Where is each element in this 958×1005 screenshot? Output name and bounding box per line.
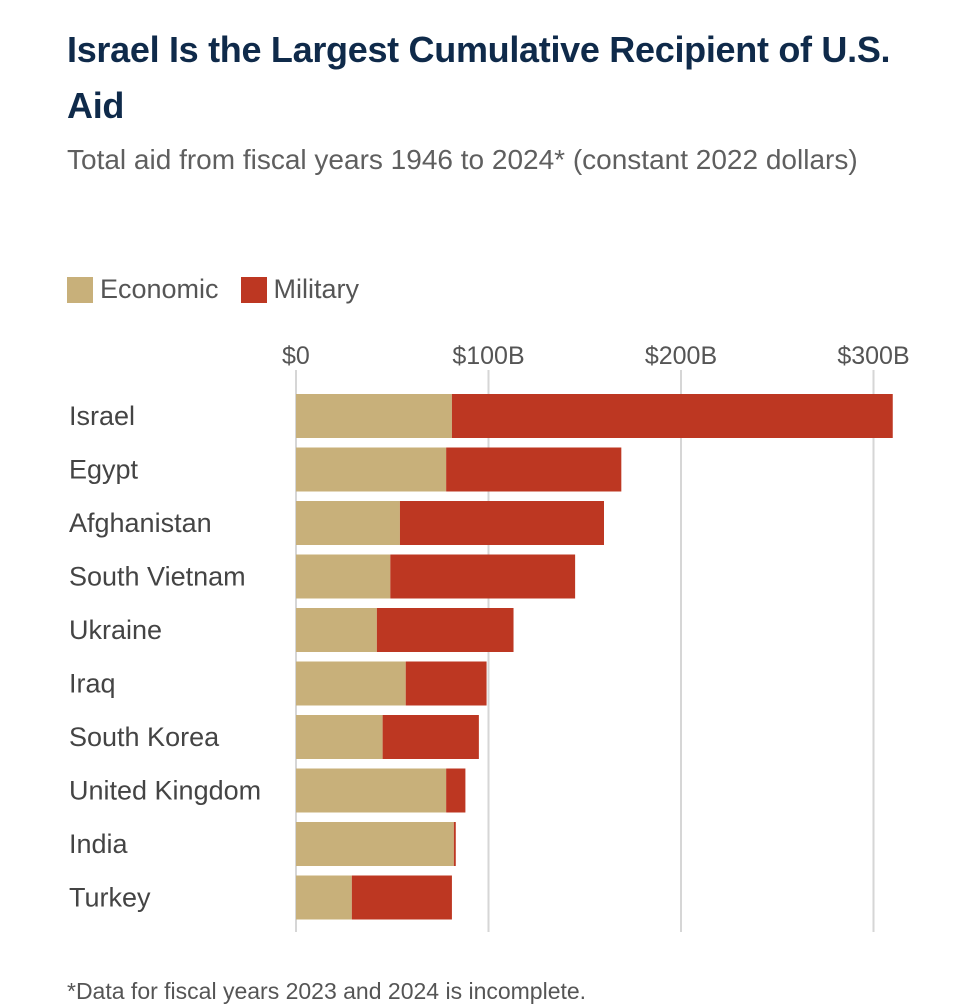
x-tick-label-2: $200B — [645, 342, 717, 370]
bar-south-vietnam-military — [390, 554, 576, 599]
legend-swatch-military — [240, 276, 267, 303]
category-label-india: India — [69, 829, 129, 859]
category-label-israel: Israel — [69, 401, 135, 431]
x-tick-label-1: $100B — [452, 342, 524, 370]
x-tick-label-0: $0 — [282, 342, 310, 370]
chart-subtitle: Total aid from fiscal years 1946 to 2024… — [67, 144, 858, 175]
bar-south-korea-military — [382, 715, 479, 759]
category-label-united-kingdom: United Kingdom — [69, 776, 261, 806]
stacked-bar-chart: $0 $100B $200B $300B Israel Egypt Afghanistan S… — [69, 342, 910, 932]
bar-egypt-military — [446, 447, 622, 492]
bar-turkey-military — [351, 875, 452, 920]
bar-south-korea-economic — [296, 715, 383, 759]
bar-afghanistan-military — [399, 501, 604, 545]
bar-iraq-military — [405, 661, 487, 706]
category-label-ukraine: Ukraine — [69, 615, 162, 645]
bar-israel-military — [451, 394, 893, 438]
legend-label-economic: Economic — [100, 274, 219, 304]
chart-title: Israel Is the Largest Cumulative Recipie… — [67, 29, 891, 126]
category-label-egypt: Egypt — [69, 455, 139, 485]
bar-iraq-economic — [296, 661, 406, 706]
category-label-turkey: Turkey — [69, 883, 151, 913]
legend-item-economic: Economic — [67, 274, 219, 305]
category-label-afghanistan: Afghanistan — [69, 508, 212, 538]
bar-ukraine-economic — [296, 608, 377, 652]
bar-afghanistan-economic — [296, 501, 400, 545]
footnote: *Data for fiscal years 2023 and 2024 is … — [67, 978, 587, 1004]
bar-united-kingdom-economic — [296, 768, 447, 813]
bar-egypt-economic — [296, 447, 447, 492]
bar-india-economic — [296, 822, 454, 866]
legend-swatch-economic — [67, 276, 93, 303]
bar-south-vietnam-economic — [296, 554, 391, 599]
category-label-south-vietnam: South Vietnam — [69, 562, 246, 592]
bar-united-kingdom-military — [446, 768, 466, 813]
bar-israel-economic — [296, 394, 452, 438]
legend-item-military: Military — [240, 274, 360, 305]
legend-label-military: Military — [273, 274, 360, 304]
bar-ukraine-military — [376, 608, 514, 652]
bar-india-military — [453, 822, 456, 866]
bar-turkey-economic — [296, 875, 352, 920]
category-label-south-korea: South Korea — [69, 722, 220, 752]
category-label-iraq: Iraq — [69, 669, 116, 699]
legend: Economic Military — [67, 274, 381, 305]
x-tick-label-3: $300B — [837, 342, 909, 370]
